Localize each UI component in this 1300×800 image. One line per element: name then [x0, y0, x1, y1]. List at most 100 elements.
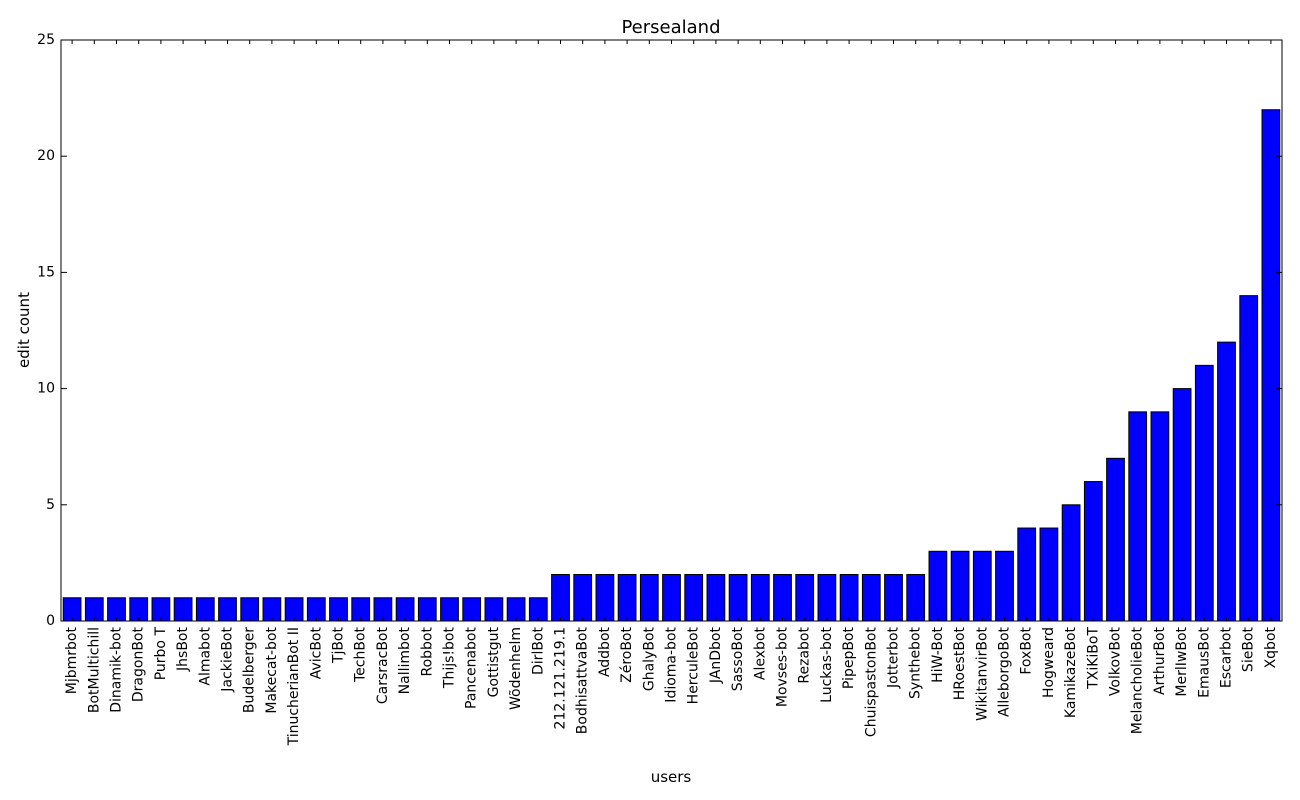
x-tick-label: Robbot: [419, 626, 435, 676]
x-tick-label: TinucherianBot II: [286, 627, 302, 746]
x-tick-label: PipepBot: [841, 626, 857, 689]
bar-24: [595, 574, 615, 622]
bar-45: [1061, 504, 1081, 622]
bar-44: [1039, 527, 1059, 622]
bar-28: [684, 574, 704, 622]
bar-35: [839, 574, 859, 622]
x-tick-label: CarsracBot: [375, 627, 391, 705]
bar-32: [773, 574, 792, 622]
bar-37: [884, 574, 903, 622]
x-tick-label: Movses-bot: [775, 626, 791, 707]
y-tick-label: 20: [37, 148, 55, 164]
bar-29: [706, 574, 726, 622]
bar-26: [639, 574, 659, 622]
bar-50: [1172, 388, 1192, 622]
x-tick-label: TjBot: [331, 626, 347, 664]
x-tick-label: Dinamik-bot: [109, 626, 125, 712]
bar-34: [817, 574, 837, 622]
bar-53: [1239, 295, 1259, 622]
x-tick-label: Jotterbot: [886, 626, 902, 688]
x-tick-label: Makecat-bot: [264, 626, 280, 713]
x-tick-label: Synthebot: [908, 626, 924, 698]
bar-43: [1017, 527, 1037, 622]
x-tick-label: Rezabot: [797, 627, 813, 684]
bar-41: [972, 550, 992, 622]
x-tick-label: HerculeBot: [686, 626, 702, 704]
bar-23: [573, 574, 593, 622]
y-tick-label: 0: [46, 613, 55, 629]
x-tick-label: 212.121.219.1: [553, 627, 569, 729]
bar-33: [795, 574, 815, 622]
x-tick-label: Budelberger: [242, 627, 258, 713]
x-tick-label: HRoestBot: [952, 626, 968, 700]
x-tick-label: ChuispastonBot: [863, 627, 879, 738]
x-tick-label: AlleborgoBot: [997, 626, 1013, 717]
bar-49: [1150, 411, 1170, 622]
x-tick-label: SassoBot: [730, 626, 746, 691]
bar-47: [1106, 457, 1125, 622]
x-tick-labels: Mjbmrbot BotMultichill Dinamik-bot DragonBo…: [64, 626, 1279, 746]
bar-36: [861, 574, 881, 622]
bar-25: [617, 574, 637, 622]
bar-48: [1128, 411, 1148, 622]
x-tick-label: TXiKiBoT: [1085, 627, 1101, 690]
bar-54: [1261, 109, 1281, 622]
bar-51: [1194, 364, 1214, 622]
bars-layer: [62, 109, 1281, 622]
y-tick-label: 25: [37, 32, 55, 48]
x-tick-label: Thijs!bot: [442, 627, 458, 690]
x-tick-label: BotMultichill: [86, 627, 102, 713]
x-tick-label: Xqbot: [1263, 626, 1279, 668]
x-tick-label: GhalyBot: [641, 626, 657, 691]
x-tick-label: Gottistgut: [486, 627, 502, 698]
bar-27: [662, 574, 681, 622]
y-tick-label: 10: [37, 381, 55, 397]
x-tick-label: MelancholieBot: [1130, 627, 1146, 735]
bar-39: [928, 550, 948, 622]
bar-40: [950, 550, 970, 622]
x-tick-label: FoxBot: [1019, 626, 1035, 674]
x-tick-label: Luckas-bot: [819, 626, 835, 702]
x-tick-label: DragonBot: [131, 626, 147, 702]
x-tick-label: MerlIwBot: [1174, 626, 1190, 696]
bar-42: [995, 550, 1014, 622]
x-tick-label: Mjbmrbot: [64, 627, 80, 695]
x-tick-label: Hogweard: [1041, 627, 1057, 698]
bar-46: [1083, 481, 1103, 622]
chart-title: Persealand: [621, 17, 720, 38]
x-tick-label: TechBot: [353, 626, 369, 683]
x-tick-label: VolkovBot: [1108, 627, 1124, 697]
x-tick-label: KamikazeBot: [1063, 626, 1079, 718]
x-tick-label: Addbot: [597, 626, 613, 677]
x-tick-label: Purbo T: [153, 627, 169, 681]
bar-30: [728, 574, 748, 622]
x-tick-label: JAnDbot: [708, 626, 724, 684]
bar-31: [750, 574, 770, 622]
y-tick-label: 15: [37, 264, 55, 280]
x-tick-label: Almabot: [197, 626, 213, 685]
x-axis-label: users: [651, 768, 692, 786]
x-tick-label: JackieBot: [220, 627, 236, 693]
bar-52: [1217, 341, 1236, 622]
x-tick-label: JhsBot: [175, 627, 191, 672]
plot-frame: [60, 39, 1283, 622]
y-axis-label: edit count: [15, 292, 33, 368]
x-tick-label: SieBot: [1241, 627, 1257, 673]
x-tick-label: BodhisattvaBot: [575, 626, 591, 734]
x-tick-label: Wõdenhelm: [508, 627, 524, 710]
x-tick-label: HiW-Bot: [930, 626, 946, 682]
y-tick-label: 5: [46, 497, 55, 513]
x-tick-label: AvicBot: [308, 626, 324, 679]
x-tick-label: DirlBot: [530, 626, 546, 674]
bar-22: [551, 574, 570, 622]
x-tick-label: Alexbot: [752, 626, 768, 680]
x-tick-label: Nallimbot: [397, 627, 413, 695]
x-tick-label: ArthurBot: [1152, 626, 1168, 694]
x-tick-label: Escarbot: [1219, 627, 1235, 689]
y-tick-labels: 0 5 10 15 20 25: [37, 32, 55, 629]
x-tick-label: WikitanvirBot: [974, 626, 990, 720]
x-tick-label: Pancenabot: [464, 627, 480, 709]
x-tick-label: Idioma-bot: [664, 626, 680, 702]
